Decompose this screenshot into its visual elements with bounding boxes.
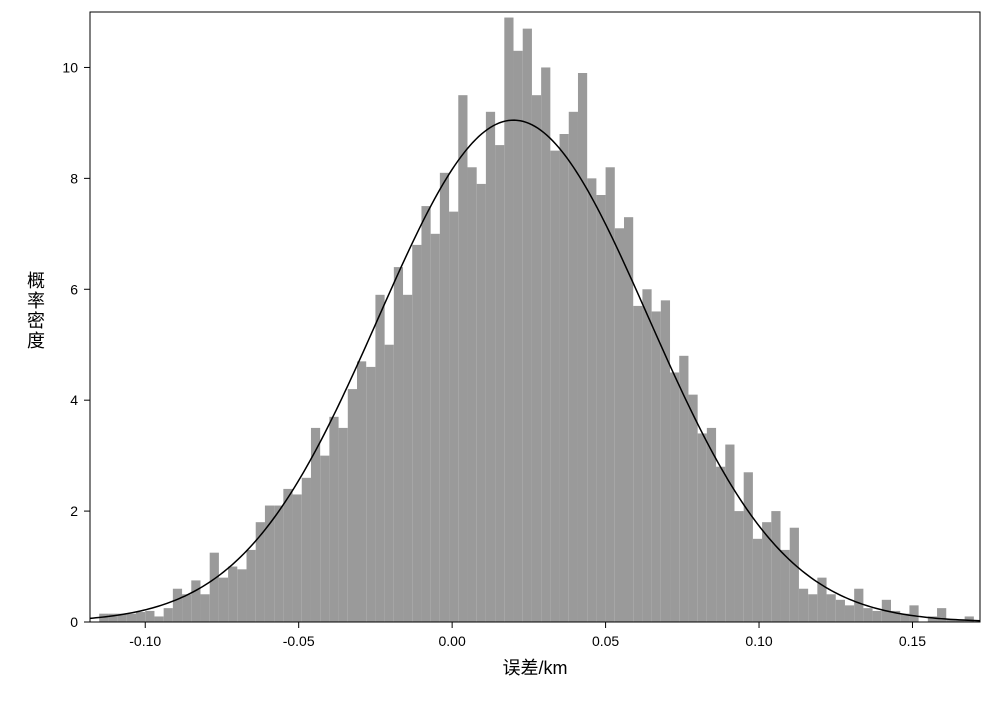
histogram-bar	[596, 195, 605, 622]
histogram-bar	[228, 567, 237, 622]
histogram-bar	[173, 589, 182, 622]
histogram-bar	[449, 212, 458, 622]
histogram-bar	[615, 228, 624, 622]
histogram-bar	[781, 550, 790, 622]
histogram-bar	[200, 594, 209, 622]
y-tick-label: 10	[62, 59, 78, 75]
histogram-bar	[569, 112, 578, 622]
y-tick-label: 0	[70, 614, 78, 630]
histogram-bar	[854, 589, 863, 622]
histogram-bar	[495, 145, 504, 622]
histogram-bar	[652, 311, 661, 622]
histogram-bar	[136, 612, 145, 622]
histogram-bar	[587, 178, 596, 622]
histogram-bar	[532, 95, 541, 622]
histogram-bar	[403, 295, 412, 622]
histogram-bar	[477, 184, 486, 622]
y-axis-label: 度	[27, 331, 45, 351]
histogram-bar	[320, 456, 329, 622]
histogram-bar	[348, 389, 357, 622]
histogram-bar	[164, 608, 173, 622]
histogram-bar	[808, 594, 817, 622]
x-tick-label: 0.10	[745, 633, 772, 649]
histogram-bar	[771, 511, 780, 622]
histogram-bar	[256, 522, 265, 622]
histogram-bar	[458, 95, 467, 622]
histogram-bar	[467, 167, 476, 622]
x-axis-label: 误差/km	[503, 658, 568, 678]
histogram-bar	[688, 395, 697, 622]
histogram-bar	[606, 167, 615, 622]
histogram-bar	[339, 428, 348, 622]
histogram-bar	[357, 361, 366, 622]
histogram-bar	[247, 550, 256, 622]
histogram-bar	[219, 578, 228, 622]
histogram-bar	[560, 134, 569, 622]
y-tick-label: 2	[70, 503, 78, 519]
histogram-bar	[514, 51, 523, 622]
histogram-bar	[237, 569, 246, 622]
histogram-bar	[191, 580, 200, 622]
histogram-bar	[725, 445, 734, 622]
histogram-bar	[716, 467, 725, 622]
y-axis-label: 率	[27, 291, 45, 311]
histogram-bar	[734, 511, 743, 622]
probability-density-chart: -0.10 -0.05 0.00 0.05 0.10 0.15 0 2 4 6 8 10 误差/km 概率…	[0, 0, 1000, 704]
histogram-bar	[790, 528, 799, 622]
histogram-bar	[210, 553, 219, 622]
histogram-bar	[182, 594, 191, 622]
histogram-bar	[762, 522, 771, 622]
y-tick-label: 8	[70, 170, 78, 186]
histogram-bar	[431, 234, 440, 622]
histogram-bar	[283, 489, 292, 622]
histogram-bar	[486, 112, 495, 622]
histogram-bar	[385, 345, 394, 622]
histogram-bar	[863, 608, 872, 622]
histogram-bar	[744, 472, 753, 622]
histogram-bar	[366, 367, 375, 622]
histogram-bar	[504, 18, 513, 622]
histogram-bar	[293, 494, 302, 622]
histogram-bar	[375, 295, 384, 622]
histogram-bar	[937, 608, 946, 622]
histogram-bar	[145, 611, 154, 622]
y-tick-label: 6	[70, 281, 78, 297]
histogram-bar	[873, 611, 882, 622]
histogram-bar	[550, 151, 559, 622]
histogram-bar	[827, 594, 836, 622]
histogram-bar	[642, 289, 651, 622]
histogram-bar	[624, 217, 633, 622]
histogram-bar	[753, 539, 762, 622]
histogram-bar	[274, 506, 283, 622]
histogram-bar	[541, 67, 550, 622]
histogram-bar	[633, 306, 642, 622]
histogram-bar	[836, 600, 845, 622]
histogram-bar	[523, 29, 532, 622]
histogram-bar	[302, 478, 311, 622]
histogram-bar	[578, 73, 587, 622]
x-tick-label: -0.10	[129, 633, 161, 649]
histogram-bar	[127, 614, 136, 622]
x-tick-label: 0.05	[592, 633, 619, 649]
x-tick-label: -0.05	[283, 633, 315, 649]
histogram-bar	[329, 417, 338, 622]
histogram-bar	[909, 605, 918, 622]
y-tick-label: 4	[70, 392, 78, 408]
histogram-bar	[799, 589, 808, 622]
histogram-bar	[421, 206, 430, 622]
histogram-bar	[412, 245, 421, 622]
histogram-bar	[670, 372, 679, 622]
y-axis-label: 概	[27, 271, 45, 291]
x-tick-label: 0.00	[439, 633, 466, 649]
histogram-bar	[845, 605, 854, 622]
histogram-bar	[394, 267, 403, 622]
x-tick-label: 0.15	[899, 633, 926, 649]
y-axis-label: 密	[27, 311, 45, 331]
histogram-bar	[698, 433, 707, 622]
histogram-bar	[440, 173, 449, 622]
histogram-bar	[154, 616, 163, 622]
